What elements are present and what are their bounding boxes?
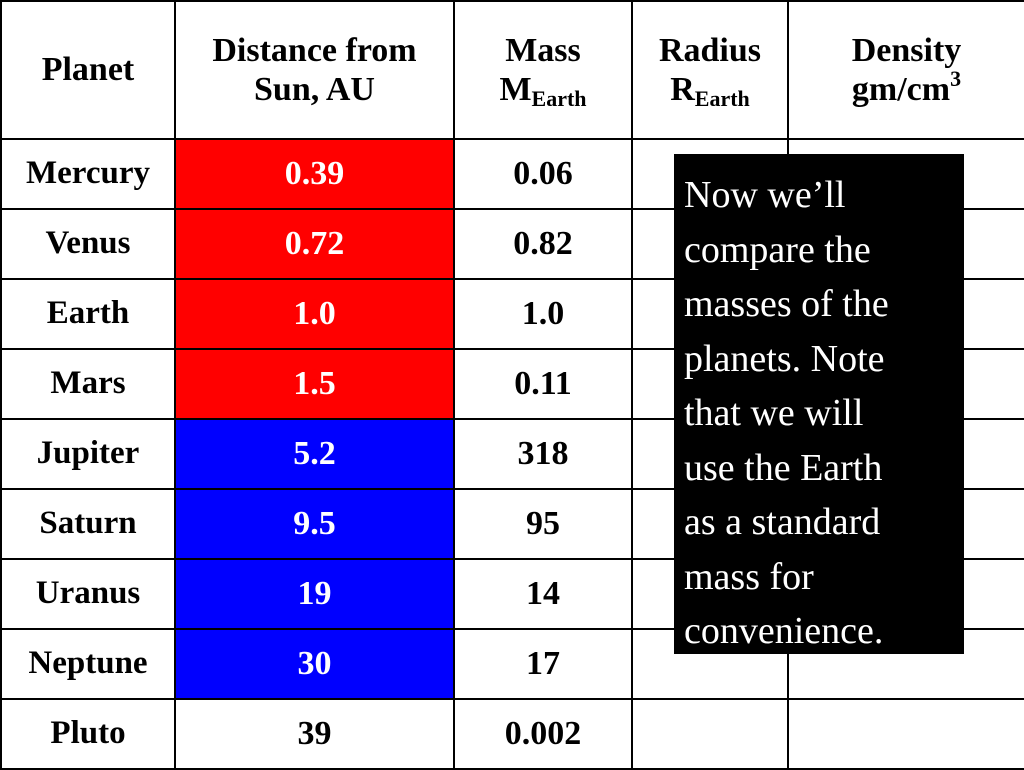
header-mass: Mass MEarth [453, 0, 633, 140]
distance-cell: 1.5 [174, 348, 455, 420]
distance-cell: 30 [174, 628, 455, 700]
distance-cell: 5.2 [174, 418, 455, 490]
header-density: Density gm/cm3 [787, 0, 1024, 140]
header-distance: Distance from Sun, AU [174, 0, 455, 140]
callout-line: Now we’ll [684, 174, 846, 216]
header-planet: Planet [0, 0, 176, 140]
callout-line: mass for [684, 555, 814, 598]
mass-cell: 14 [453, 558, 633, 630]
callout-box: Now we’ll compare the masses of the plan… [674, 154, 964, 654]
mass-cell: 1.0 [453, 278, 633, 350]
distance-cell: 19 [174, 558, 455, 630]
distance-cell: 0.39 [174, 138, 455, 210]
mass-cell: 95 [453, 488, 633, 560]
mass-cell: 17 [453, 628, 633, 700]
table-row: Venus 0.72 0.82 [0, 208, 1024, 280]
mass-cell: 0.11 [453, 348, 633, 420]
callout-line: masses of the [684, 283, 889, 325]
callout-line: that we will [684, 392, 864, 434]
planet-cell: Mars [0, 348, 176, 420]
mass-cell: 0.06 [453, 138, 633, 210]
planet-cell: Earth [0, 278, 176, 350]
planet-cell: Neptune [0, 628, 176, 700]
distance-cell: 39 [174, 698, 455, 770]
mass-cell: 0.002 [453, 698, 633, 770]
planet-cell: Venus [0, 208, 176, 280]
table-row: Pluto 39 0.002 [0, 698, 1024, 770]
callout-line: planets. Note [684, 337, 885, 380]
mass-cell: 0.82 [453, 208, 633, 280]
distance-cell: 0.72 [174, 208, 455, 280]
planet-cell: Saturn [0, 488, 176, 560]
planet-cell: Pluto [0, 698, 176, 770]
mass-cell: 318 [453, 418, 633, 490]
callout-line: use the Earth [684, 446, 883, 489]
distance-cell: 9.5 [174, 488, 455, 560]
density-cell [787, 698, 1024, 770]
planet-cell: Jupiter [0, 418, 176, 490]
radius-cell [631, 698, 789, 770]
callout-line: compare the [684, 228, 871, 271]
header-row: Planet Distance from Sun, AU Mass MEarth… [0, 0, 1024, 140]
distance-cell: 1.0 [174, 278, 455, 350]
header-radius: Radius REarth [631, 0, 789, 140]
callout-line: convenience. [684, 610, 884, 652]
planet-cell: Uranus [0, 558, 176, 630]
callout-line: as a standard [684, 501, 881, 543]
planet-cell: Mercury [0, 138, 176, 210]
